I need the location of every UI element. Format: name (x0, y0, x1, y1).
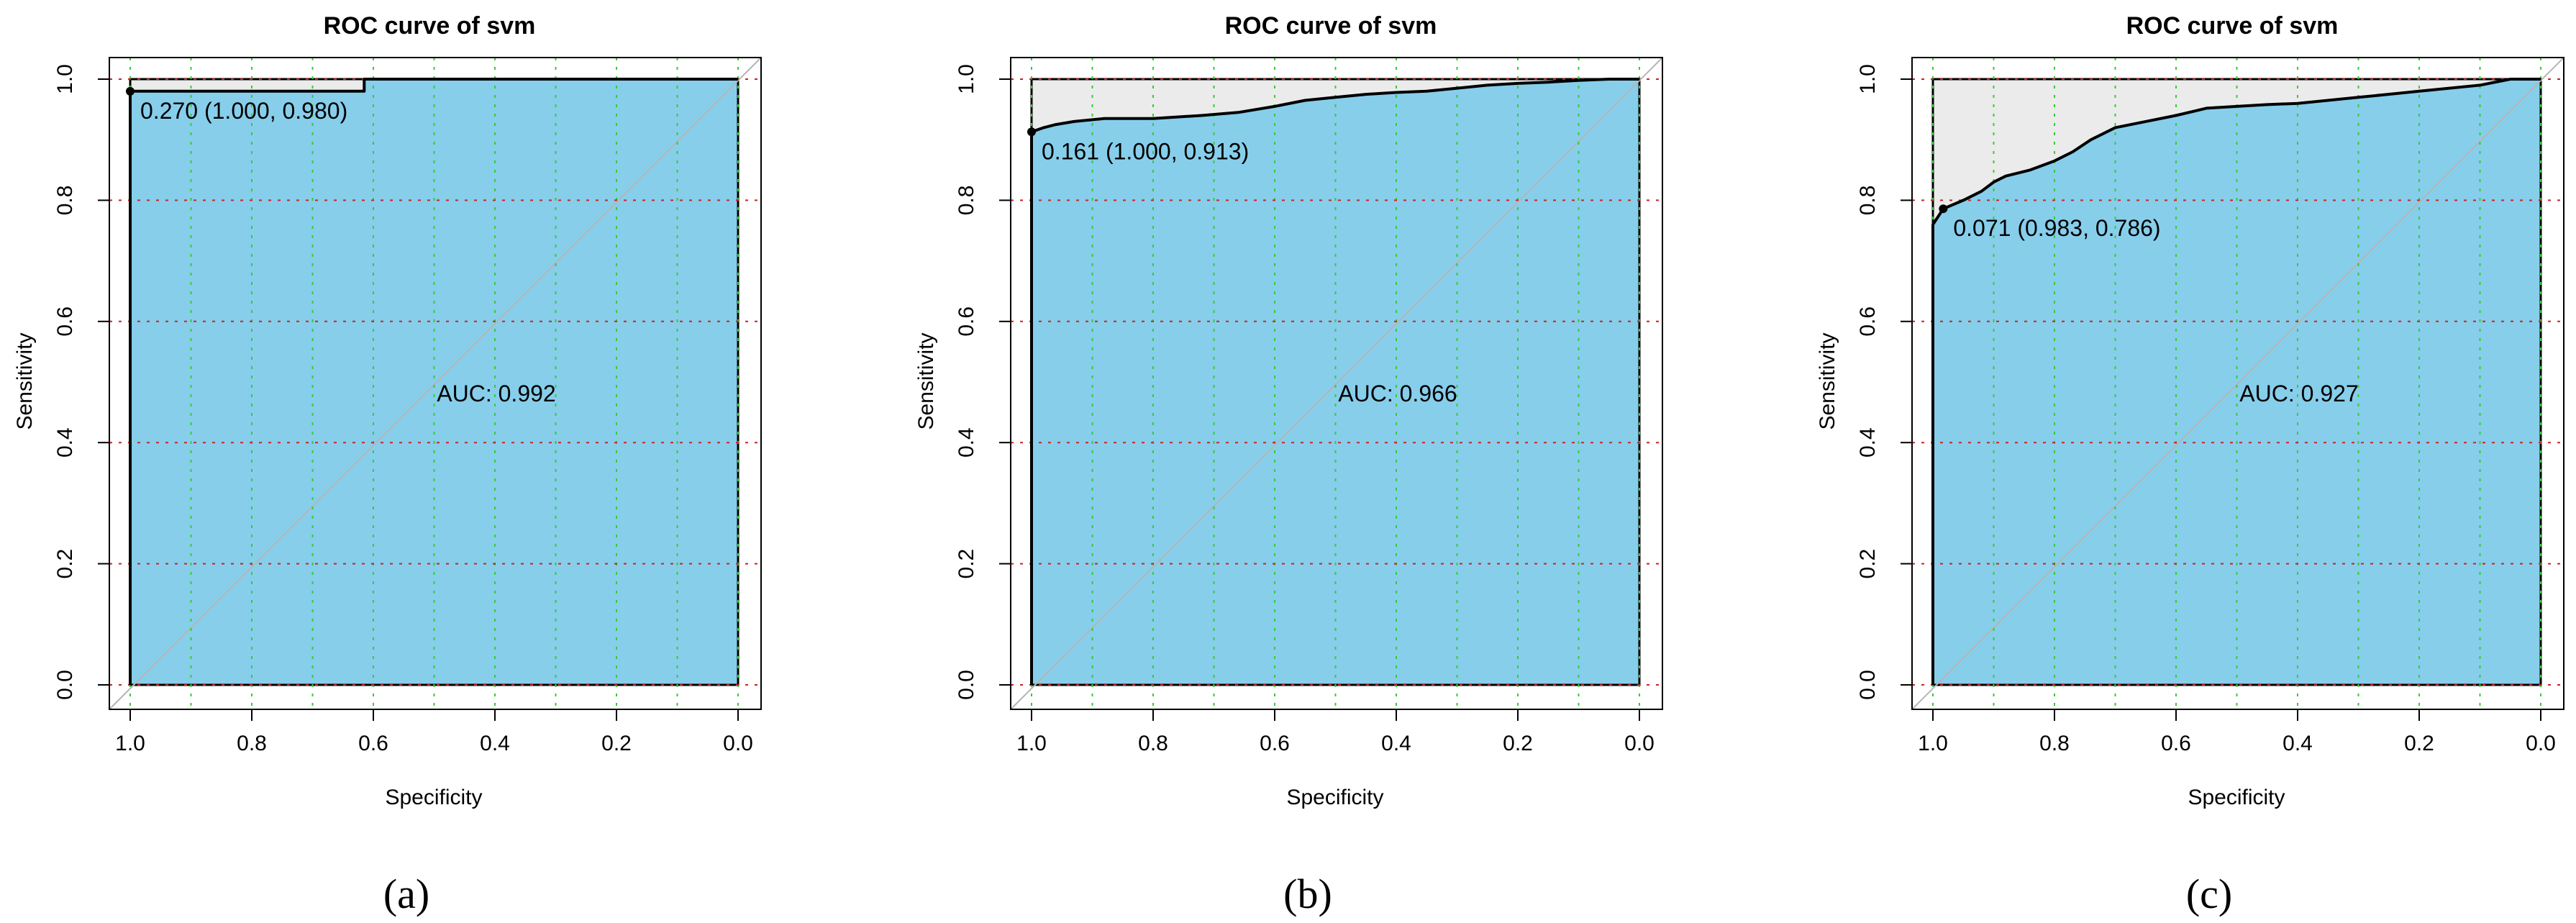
diagonal-reference-line (1911, 57, 2564, 710)
y-axis-label: Sensitivity (13, 332, 37, 429)
diagonal-reference-line (109, 57, 762, 710)
x-tick-label: 0.4 (1381, 732, 1411, 755)
roc-panel-a: ROC curve of svm 0.270 (1.000, 0.980) 1.0… (13, 12, 762, 917)
x-tick-label: 0.4 (2283, 732, 2313, 755)
chart-title: ROC curve of svm (2126, 12, 2339, 40)
y-tick-label: 0.2 (1856, 549, 1880, 579)
x-tick-label: 0.8 (1138, 732, 1168, 755)
roc-curve (129, 78, 738, 685)
y-tick-label: 0.8 (53, 186, 77, 216)
plot-frame (109, 57, 762, 710)
y-tick-label: 1.0 (53, 64, 77, 94)
y-tick-label: 0.4 (1856, 427, 1880, 458)
roc-panel-c: ROC curve of svm 0.071 (0.983, 0.786) 1.0… (1816, 12, 2564, 917)
panel-caption: (a) (383, 870, 429, 917)
threshold-point (1939, 204, 1948, 214)
y-tick-label: 0.6 (1856, 306, 1880, 337)
y-axis-label: Sensitivity (1816, 332, 1839, 429)
roc-curve (1931, 78, 2541, 685)
y-tick-label: 1.0 (1856, 64, 1880, 94)
y-tick-label: 0.6 (955, 306, 978, 337)
x-axis-label: Specificity (385, 786, 482, 809)
threshold-label: 0.161 (1.000, 0.913) (1042, 138, 1249, 164)
threshold-label: 0.270 (1.000, 0.980) (140, 98, 347, 124)
x-tick-label: 0.6 (2161, 732, 2191, 755)
y-tick-label: 0.6 (53, 306, 77, 337)
auc-area (1933, 79, 2541, 685)
x-tick-label: 0.2 (601, 732, 632, 755)
auc-area (1032, 79, 1639, 685)
x-tick-label: 1.0 (115, 732, 145, 755)
x-tick-label: 0.0 (2526, 732, 2556, 755)
roc-panel-b: ROC curve of svm 0.161 (1.000, 0.913) 1.0… (914, 12, 1663, 917)
diagonal-reference-line (1010, 57, 1663, 710)
x-tick-label: 0.8 (237, 732, 267, 755)
auc-label: AUC: 0.966 (1338, 381, 1457, 406)
x-tick-label: 0.2 (1503, 732, 1533, 755)
auc-label: AUC: 0.927 (2239, 381, 2358, 406)
x-tick-label: 1.0 (1016, 732, 1047, 755)
y-axis-label: Sensitivity (914, 332, 938, 429)
x-tick-label: 0.6 (1260, 732, 1290, 755)
auc-label: AUC: 0.992 (437, 381, 555, 406)
x-axis-label: Specificity (2188, 786, 2285, 809)
y-tick-label: 0.8 (955, 186, 978, 216)
auc-area (130, 79, 738, 685)
threshold-point (126, 86, 135, 96)
x-axis-label: Specificity (1286, 786, 1383, 809)
y-tick-label: 0.4 (955, 427, 978, 458)
x-tick-label: 0.8 (2039, 732, 2070, 755)
threshold-label: 0.071 (0.983, 0.786) (1953, 215, 2160, 241)
panel-caption: (b) (1283, 870, 1332, 917)
x-tick-label: 0.0 (723, 732, 753, 755)
x-tick-label: 1.0 (1918, 732, 1948, 755)
threshold-point (1027, 127, 1036, 137)
x-tick-label: 0.4 (480, 732, 510, 755)
y-tick-label: 0.2 (53, 549, 77, 579)
x-tick-label: 0.2 (2404, 732, 2434, 755)
roc-curve (1030, 78, 1639, 685)
y-tick-label: 0.2 (955, 549, 978, 579)
y-tick-label: 0.0 (1856, 670, 1880, 700)
y-tick-label: 1.0 (955, 64, 978, 94)
chart-title: ROC curve of svm (324, 12, 536, 40)
x-tick-label: 0.0 (1624, 732, 1655, 755)
y-tick-label: 0.0 (53, 670, 77, 700)
plot-frame (1010, 57, 1663, 710)
panel-caption: (c) (2186, 870, 2232, 917)
y-tick-label: 0.8 (1856, 186, 1880, 216)
plot-frame (1911, 57, 2564, 710)
y-tick-label: 0.0 (955, 670, 978, 700)
x-tick-label: 0.6 (358, 732, 388, 755)
y-tick-label: 0.4 (53, 427, 77, 458)
chart-title: ROC curve of svm (1225, 12, 1437, 40)
